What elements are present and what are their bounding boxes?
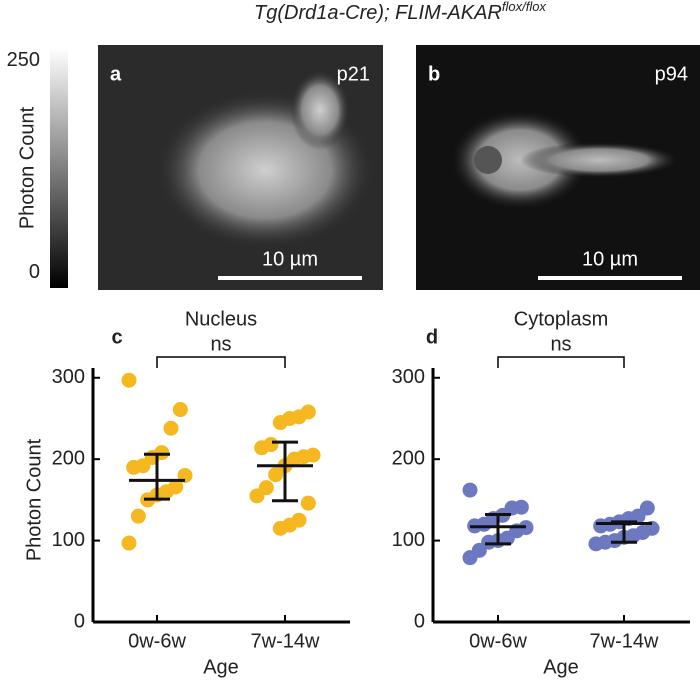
data-point: [268, 467, 284, 483]
data-point: [300, 495, 316, 511]
x-tick-label: 7w-14w: [251, 630, 320, 652]
data-point: [588, 536, 604, 552]
y-tick-label: 0: [74, 610, 85, 632]
cell-process: [520, 142, 680, 178]
data-point: [130, 508, 146, 524]
image-label: p94: [655, 63, 688, 85]
data-point: [462, 482, 478, 498]
chart-title: Nucleus: [185, 308, 257, 330]
y-tick-label: 200: [392, 447, 425, 469]
image-a: a p21 10 µm: [98, 45, 383, 290]
x-tick-label: 0w-6w: [469, 630, 527, 652]
image-b: b p94 10 µm: [416, 45, 700, 290]
data-point: [272, 520, 288, 536]
y-tick-label: 100: [392, 529, 425, 551]
colorbar-tick-label: 0: [29, 261, 40, 283]
y-tick-label: 200: [52, 447, 85, 469]
y-tick-label: 300: [52, 366, 85, 388]
data-point: [163, 420, 179, 436]
x-tick-label: 7w-14w: [590, 630, 659, 652]
y-tick-label: 0: [414, 610, 425, 632]
scalebar-label: 10 µm: [582, 248, 638, 270]
data-point: [254, 440, 270, 456]
scalebar-label: 10 µm: [262, 248, 318, 270]
data-point: [121, 372, 137, 388]
annotation: ns: [550, 333, 571, 355]
title-text: Tg(Drd1a-Cre); FLIM-AKAR: [254, 2, 502, 24]
figure-title: Tg(Drd1a-Cre); FLIM-AKARflox/flox: [254, 0, 546, 24]
panel-label: a: [110, 63, 122, 85]
data-point: [126, 459, 142, 475]
data-point: [593, 518, 609, 534]
data-point: [272, 415, 288, 431]
y-tick-label: 100: [52, 529, 85, 551]
panel-label: d: [426, 326, 438, 348]
image-label: p21: [337, 63, 370, 85]
data-point: [462, 550, 478, 566]
chart-title: Cytoplasm: [514, 308, 608, 330]
y-axis-label: Photon Count: [23, 438, 45, 561]
colorbar: [50, 48, 68, 288]
significance-bracket: [156, 356, 286, 368]
cell-process: [290, 70, 350, 150]
colorbar-label: Photon Count: [16, 106, 38, 229]
data-point: [249, 488, 265, 504]
data-point: [172, 402, 188, 418]
panel-label: c: [111, 326, 122, 348]
nucleus: [474, 146, 502, 174]
x-axis-label: Age: [203, 656, 239, 678]
data-point: [121, 535, 137, 551]
colorbar-tick-label: 250: [7, 49, 40, 71]
panel-label: b: [428, 63, 440, 85]
significance-bracket: [497, 356, 625, 368]
annotation: ns: [210, 333, 231, 355]
x-axis-label: Age: [543, 656, 579, 678]
x-tick-label: 0w-6w: [128, 630, 186, 652]
title-superscript: flox/flox: [502, 0, 547, 14]
y-tick-label: 300: [392, 366, 425, 388]
